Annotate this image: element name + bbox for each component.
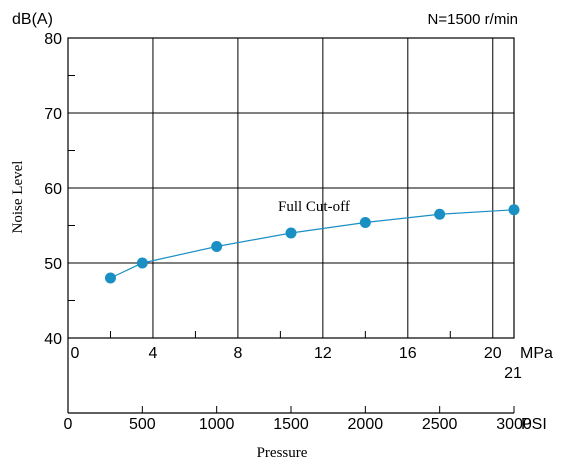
psi-tick-label: 2500 — [422, 416, 458, 433]
mpa-tick-label: 20 — [484, 345, 502, 362]
axes — [67, 37, 515, 414]
mpa-tick-label: 0 — [71, 345, 80, 362]
mpa-unit-label: MPa — [520, 345, 553, 362]
data-point — [434, 208, 446, 220]
y-tick-label: 60 — [44, 181, 62, 198]
series — [104, 204, 520, 284]
data-point — [211, 241, 223, 252]
plot-frame — [67, 37, 515, 339]
y-unit-label: dB(A) — [12, 11, 53, 28]
mpa-tick-label: 16 — [399, 345, 417, 362]
mpa-max-tick-label: 21 — [504, 365, 522, 382]
x-axis-title: Pressure — [257, 445, 308, 461]
data-point — [508, 204, 520, 216]
series-annotation: Full Cut-off — [278, 199, 350, 215]
psi-tick-label: 1000 — [199, 416, 235, 433]
y-tick-label: 50 — [44, 256, 62, 273]
psi-tick-label: 500 — [129, 416, 156, 433]
mpa-tick-label: 4 — [148, 345, 157, 362]
rotation-speed-label: N=1500 r/min — [428, 11, 518, 28]
grid-lines — [68, 38, 514, 338]
y-tick-label: 40 — [44, 331, 62, 348]
tick-labels: 40 50 60 70 80 0 4 8 12 16 20 0 500 1000 1500 2000 2500 3… — [44, 31, 532, 433]
data-point — [104, 272, 116, 284]
mpa-tick-label: 12 — [314, 345, 332, 362]
y-axis-title: Noise Level — [10, 161, 26, 234]
mpa-tick-label: 8 — [233, 345, 242, 362]
y-tick-label: 80 — [44, 31, 62, 48]
psi-tick-label: 1500 — [273, 416, 309, 433]
psi-tick-label: 2000 — [348, 416, 384, 433]
data-point — [136, 257, 148, 269]
data-point — [285, 227, 297, 239]
y-tick-label: 70 — [44, 106, 62, 123]
psi-tick-label: 3000 — [496, 416, 532, 433]
psi-unit-label: PSI — [521, 416, 547, 433]
data-point — [359, 217, 371, 228]
series-line — [110, 209, 515, 279]
psi-tick-label: 0 — [64, 416, 73, 433]
